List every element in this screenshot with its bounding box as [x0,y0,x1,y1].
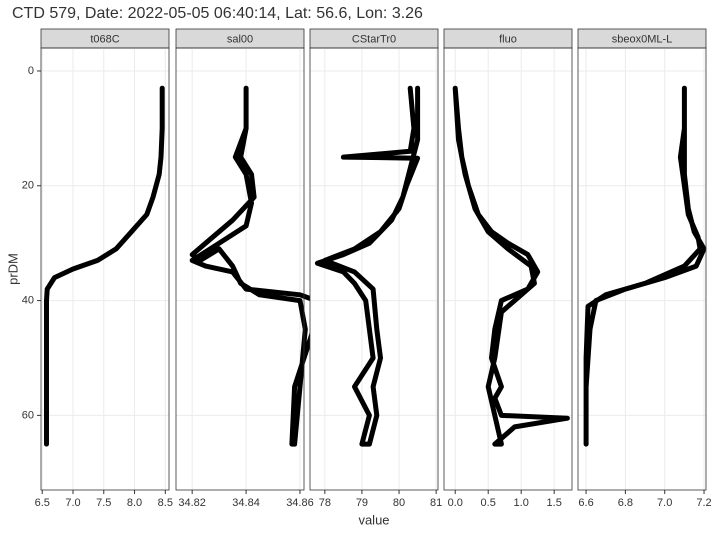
panel-border [175,47,305,491]
x-tick-label: 1.5 [547,497,562,509]
strip-label: t068C [90,33,119,45]
x-tick-label: 6.8 [618,497,633,509]
x-tick-label: 7.2 [696,497,711,509]
panel-background [444,48,572,490]
x-tick-label: 7.5 [96,497,111,509]
strip-label: sbeox0ML-L [612,33,673,45]
x-tick-label: 79 [356,497,368,509]
x-tick-label: 34.86 [286,497,314,509]
profile-line [44,85,165,447]
x-tick-label: 1.0 [514,497,529,509]
y-tick-label: 40 [22,294,34,306]
x-tick-label: 0.0 [448,497,463,509]
strip-label: CStarTr0 [352,33,396,45]
chart-title: CTD 579, Date: 2022-05-05 06:40:14, Lat:… [12,5,423,22]
x-tick-label: 8.5 [158,497,173,509]
strip-label: sal00 [227,33,253,45]
x-tick-label: 0.5 [481,497,496,509]
x-tick-label: 7.0 [657,497,672,509]
profile-line [189,85,319,447]
x-tick-label: 6.5 [35,497,50,509]
x-tick-label: 8.0 [127,497,142,509]
profile-line [314,85,421,447]
y-axis-label: prDM [5,253,20,285]
x-tick-label: 6.6 [578,497,593,509]
panel-border [443,47,573,491]
x-tick-label: 78 [319,497,331,509]
strip-label: fluo [499,33,517,45]
panel-border [577,47,707,491]
x-axis-label: value [358,512,389,527]
x-tick-label: 7.0 [65,497,80,509]
panel-background [41,48,169,490]
profile-line [583,85,707,447]
y-tick-label: 0 [28,65,34,77]
profile-line [452,85,570,447]
panel-border [309,47,439,491]
panel-border [40,47,170,491]
x-tick-label: 81 [430,497,442,509]
y-tick-label: 60 [22,409,34,421]
x-tick-label: 34.84 [232,497,260,509]
y-tick-label: 20 [22,180,34,192]
x-tick-label: 80 [393,497,405,509]
x-tick-label: 34.82 [178,497,206,509]
panel-background [176,48,304,490]
